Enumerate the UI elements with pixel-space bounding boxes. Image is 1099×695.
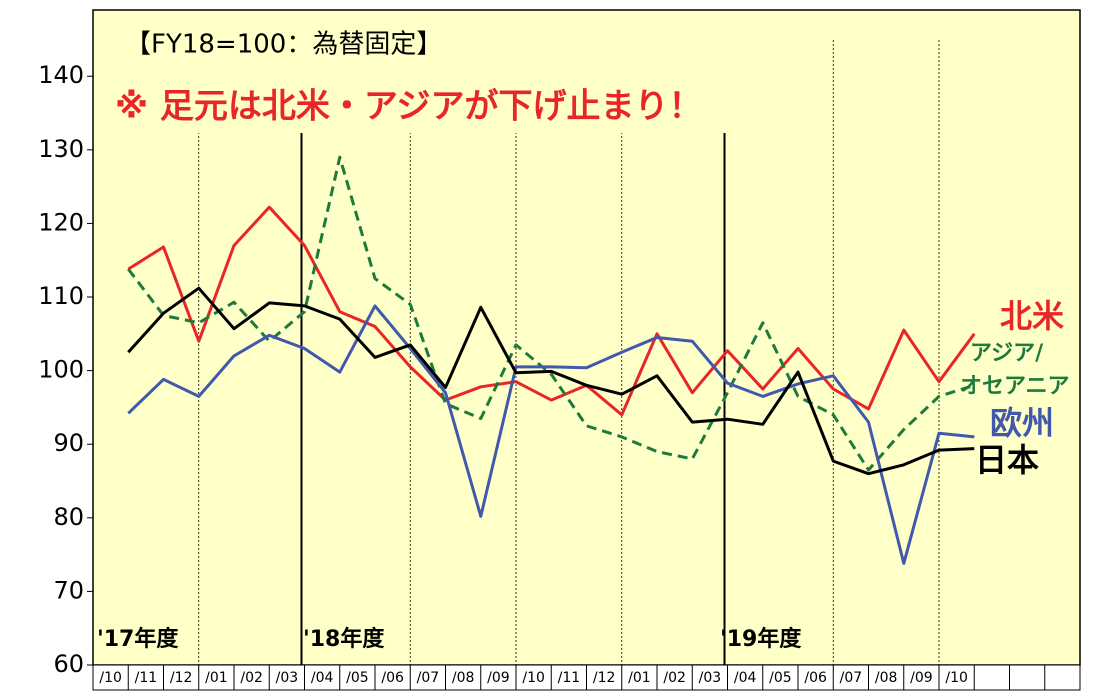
x-tick-label: /03 <box>276 670 299 686</box>
x-tick-label: /08 <box>875 670 898 686</box>
legend-label: 日本 <box>975 441 1039 479</box>
year-label: '18年度 <box>303 626 385 652</box>
y-tick-label: 60 <box>53 650 84 678</box>
y-tick-label: 80 <box>53 503 84 531</box>
year-label: '19年度 <box>720 626 802 652</box>
year-label: '17年度 <box>97 626 179 652</box>
title-box <box>110 18 810 133</box>
x-tick-label: /05 <box>769 670 792 686</box>
x-tick-label: /08 <box>452 670 475 686</box>
x-tick-label: /02 <box>663 670 686 686</box>
x-tick-label: /10 <box>99 670 122 686</box>
legend-label: 欧州 <box>990 404 1054 442</box>
x-tick-label: /10 <box>522 670 545 686</box>
x-tick-label: /01 <box>205 670 228 686</box>
x-tick-label: /02 <box>240 670 263 686</box>
x-tick-label: /09 <box>487 670 510 686</box>
x-tick-label: /12 <box>593 670 616 686</box>
series-line <box>127 155 975 472</box>
y-tick-label: 100 <box>38 356 84 384</box>
x-tick-label: /05 <box>346 670 369 686</box>
x-tick-label: /03 <box>699 670 722 686</box>
y-tick-label: 90 <box>53 429 84 457</box>
x-tick-label: /11 <box>558 670 581 686</box>
series-line <box>127 304 975 565</box>
x-tick-label: /04 <box>734 670 757 686</box>
x-tick-label: /07 <box>417 670 440 686</box>
x-tick-label: /06 <box>381 670 404 686</box>
legend-label: 北米 <box>1000 297 1064 335</box>
series-line <box>127 286 975 476</box>
y-tick-label: 70 <box>53 576 84 604</box>
y-tick-label: 120 <box>38 208 84 236</box>
y-tick-label: 110 <box>38 282 84 310</box>
chart-subtitle: ※ 足元は北米・アジアが下げ止まり！ <box>115 87 703 127</box>
legend-label-line: アジア/ <box>970 341 1044 366</box>
x-tick-label: /06 <box>804 670 827 686</box>
y-tick-label: 130 <box>38 135 84 163</box>
x-tick-label: /09 <box>910 670 933 686</box>
x-tick-label: /11 <box>135 670 158 686</box>
x-tick-label: /04 <box>311 670 334 686</box>
x-tick-label: /01 <box>628 670 651 686</box>
legend-label-line: オセアニア <box>960 374 1070 399</box>
x-tick-label: /07 <box>840 670 863 686</box>
chart-title: 【FY18=100：為替固定】 <box>125 30 442 60</box>
x-tick-label: /10 <box>945 670 968 686</box>
series-line <box>127 205 976 417</box>
y-tick-label: 140 <box>38 61 84 89</box>
legend-label: アジア/オセアニア <box>960 341 1070 399</box>
x-tick-label: /12 <box>170 670 193 686</box>
